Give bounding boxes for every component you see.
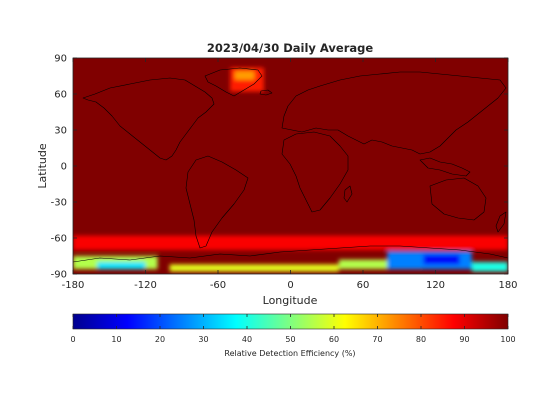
tick-label: 60 xyxy=(54,90,67,101)
tick-label: 60 xyxy=(329,335,339,344)
data-region xyxy=(471,262,508,272)
data-region xyxy=(73,235,508,250)
coastline-iceland xyxy=(259,89,273,96)
data-regions xyxy=(73,67,508,272)
coastline-greenland xyxy=(204,67,263,97)
tick-label: 70 xyxy=(372,335,382,344)
x-axis-label: Longitude xyxy=(263,294,318,307)
tick-label: 10 xyxy=(111,335,121,344)
tick-label: 90 xyxy=(54,54,67,65)
tick-label: 100 xyxy=(500,335,515,344)
tick-label: 120 xyxy=(426,280,445,291)
tick-label: -180 xyxy=(62,280,85,291)
colorbar: 0 10 20 30 40 50 60 70 80 90 100 Relative Detectio… xyxy=(70,313,516,358)
tick-label: -60 xyxy=(51,234,67,245)
tick-label: 50 xyxy=(285,335,295,344)
coastline-africa xyxy=(281,131,349,213)
chart-title: 2023/04/30 Daily Average xyxy=(207,41,374,55)
colorbar-ticks: 0 10 20 30 40 50 60 70 80 90 100 xyxy=(70,314,516,344)
coastline-eurasia xyxy=(281,71,507,155)
tick-label: 60 xyxy=(357,280,370,291)
coastline-south-america xyxy=(185,155,249,249)
data-region xyxy=(338,259,424,270)
tick-label: 0 xyxy=(61,162,67,173)
data-region xyxy=(97,262,146,270)
data-region xyxy=(169,264,339,272)
coastline-madagascar xyxy=(343,185,353,203)
data-region xyxy=(234,71,255,80)
coastline-maritime-se-asia xyxy=(419,157,471,177)
colorbar-label: Relative Detection Efficiency (%) xyxy=(224,349,355,358)
tick-label: 0 xyxy=(70,335,75,344)
tick-label: -90 xyxy=(51,270,67,281)
coastlines xyxy=(73,67,508,263)
tick-label: 80 xyxy=(416,335,426,344)
tick-label: 0 xyxy=(287,280,293,291)
tick-label: 20 xyxy=(155,335,165,344)
coastline-north-america xyxy=(82,77,215,161)
tick-label: 180 xyxy=(498,280,517,291)
tick-label: -120 xyxy=(134,280,157,291)
data-region xyxy=(423,254,460,265)
y-axis-ticks: 90 60 30 0 -30 -60 -90 xyxy=(51,54,508,281)
tick-label: -60 xyxy=(210,280,226,291)
tick-label: 90 xyxy=(459,335,469,344)
coastline-australia xyxy=(429,177,487,221)
coastline-antarctica xyxy=(73,245,508,263)
x-axis-ticks: -180 -120 -60 0 60 120 180 xyxy=(62,58,518,291)
tick-label: 40 xyxy=(242,335,252,344)
coastline-new-zealand xyxy=(495,211,507,233)
tick-label: 30 xyxy=(54,126,67,137)
plot-area: -180 -120 -60 0 60 120 180 90 60 30 0 -30 -60 -90 xyxy=(51,54,518,292)
y-axis-label: Latitude xyxy=(36,143,49,189)
tick-label: 30 xyxy=(198,335,208,344)
tick-label: -30 xyxy=(51,198,67,209)
